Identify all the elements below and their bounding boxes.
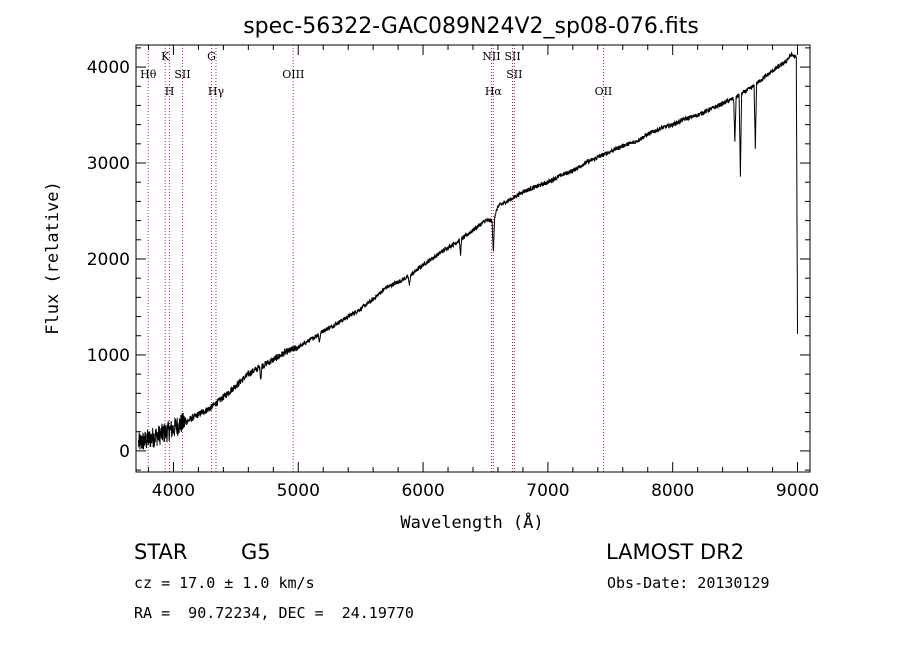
- observation-date: Obs-Date: 20130129: [607, 574, 770, 592]
- y-tick-label: 2000: [87, 250, 130, 270]
- spectral-line-label: OIII: [282, 68, 304, 81]
- y-tick-label: 1000: [87, 346, 130, 366]
- chart-title: spec-56322-GAC089N24V2_sp08-076.fits: [243, 14, 699, 39]
- y-tick-label: 3000: [87, 154, 130, 174]
- spectral-line-label: Hθ: [140, 68, 157, 81]
- spectral-line-label: SII: [504, 50, 520, 63]
- y-tick-label: 0: [119, 442, 130, 462]
- spectral-line-label: Hγ: [208, 85, 225, 98]
- object-type: STAR: [134, 540, 188, 564]
- y-tick-label: 4000: [87, 58, 130, 78]
- y-axis-label: Flux (relative): [43, 181, 63, 335]
- spectrum-line: [138, 51, 798, 450]
- spectral-subclass: G5: [241, 540, 271, 564]
- plot-frame: [135, 44, 811, 473]
- redshift-cz: cz = 17.0 ± 1.0 km/s: [134, 574, 315, 592]
- survey-name: LAMOST DR2: [606, 540, 745, 564]
- coordinates: RA = 90.72234, DEC = 24.19770: [134, 604, 414, 622]
- x-tick-label: 9000: [776, 481, 819, 501]
- spectral-line-label: OII: [595, 85, 613, 98]
- spectral-line-label: G: [207, 50, 216, 63]
- spectral-line-label: SII: [174, 68, 190, 81]
- x-tick-label: 4000: [152, 481, 195, 501]
- x-tick-label: 8000: [651, 481, 694, 501]
- x-tick-label: 5000: [277, 481, 320, 501]
- x-tick-label: 6000: [401, 481, 444, 501]
- x-axis-label: Wavelength (Å): [400, 511, 543, 533]
- spectral-line-label: SII: [506, 68, 522, 81]
- plot-area: 4000 5000 6000 7000 8000 9000 0 1000 2000 3000 400…: [87, 45, 819, 501]
- x-tick-label: 7000: [526, 481, 569, 501]
- spectral-line-label: H: [165, 85, 175, 98]
- spectral-line-label: Hα: [485, 85, 503, 98]
- spectral-line-label: NII: [482, 50, 500, 63]
- spectral-line-label: K: [161, 50, 170, 63]
